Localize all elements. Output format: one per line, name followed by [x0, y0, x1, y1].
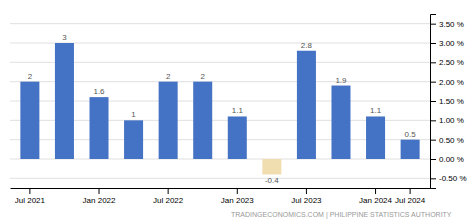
x-tick: Jul 2024	[395, 188, 426, 205]
y-tick-mark	[430, 101, 436, 102]
y-tick-mark	[430, 43, 436, 44]
y-tick: 1.00 %	[430, 116, 464, 125]
x-axis-line	[11, 188, 431, 189]
x-tick-label: Jan 2022	[83, 196, 116, 205]
x-tick-mark	[375, 188, 376, 194]
bar	[20, 82, 39, 159]
y-axis-line	[431, 15, 437, 189]
x-tick: Jul 2021	[15, 188, 46, 205]
plot-area: 2 3 1.6 1 2 2 1.1 -0.4 2.8 1.9 1.1 0.5 Jul 2021 Jan 2…	[10, 15, 467, 205]
y-tick: 3.50 %	[430, 20, 464, 29]
x-tick-label: Jul 2021	[15, 196, 46, 205]
bar	[331, 86, 350, 159]
x-tick-label: Jan 2024	[359, 196, 392, 205]
y-tick-label: 0.50 %	[439, 136, 464, 145]
grid-line	[10, 178, 430, 179]
x-tick-mark	[29, 188, 30, 194]
data-label: 1.1	[232, 106, 244, 115]
x-tick-mark	[410, 188, 411, 194]
x-tick: Jan 2023	[221, 188, 254, 205]
x-tick-mark	[99, 188, 100, 194]
x-axis: Jul 2021 Jan 2022 Jul 2022 Jan 2023 Jul 2023…	[11, 188, 431, 205]
y-tick-mark	[430, 62, 436, 63]
bar	[262, 159, 281, 174]
y-tick-label: 3.50 %	[439, 20, 464, 29]
x-tick-mark	[306, 188, 307, 194]
grid	[10, 24, 430, 179]
data-label: 1.6	[93, 87, 105, 96]
x-tick: Jan 2022	[83, 188, 116, 205]
y-tick: 0.00 %	[430, 155, 464, 164]
bar	[228, 116, 247, 159]
y-tick: 0.50 %	[430, 136, 464, 145]
bar	[55, 43, 74, 159]
bar	[124, 120, 143, 159]
y-tick-label: 0.00 %	[439, 155, 464, 164]
chart: 2 3 1.6 1 2 2 1.1 -0.4 2.8 1.9 1.1 0.5 Jul 2021 Jan 2…	[0, 0, 474, 220]
x-tick-label: Jul 2023	[291, 196, 322, 205]
y-tick-label: 1.50 %	[439, 97, 464, 106]
y-tick-label: 3.00 %	[439, 39, 464, 48]
y-tick-label: 2.00 %	[439, 78, 464, 87]
y-tick-mark	[430, 178, 436, 179]
x-tick: Jan 2024	[359, 188, 392, 205]
y-tick: -0.50 %	[430, 174, 467, 183]
x-tick-mark	[168, 188, 169, 194]
grid-line	[10, 23, 430, 24]
y-tick-label: 2.50 %	[439, 58, 464, 67]
y-axis: -0.50 % 0.00 % 0.50 % 1.00 % 1.50 % 2.00 % 2.5…	[430, 15, 467, 189]
data-labels: 2 3 1.6 1 2 2 1.1 -0.4 2.8 1.9 1.1 0.5	[28, 33, 417, 185]
bar	[159, 82, 178, 159]
data-label: 3	[62, 33, 67, 42]
x-tick-label: Jan 2023	[221, 196, 254, 205]
bar	[297, 51, 316, 159]
x-tick-label: Jul 2024	[395, 196, 426, 205]
y-tick: 2.00 %	[430, 78, 464, 87]
y-tick: 3.00 %	[430, 39, 464, 48]
y-tick-mark	[430, 82, 436, 83]
annotation: TRADINGECONOMICS.COM | PHILIPPINE STATIS…	[231, 211, 452, 219]
data-label: 2	[28, 72, 33, 81]
data-label: 2	[166, 72, 171, 81]
x-tick-mark	[237, 188, 238, 194]
data-label: 1.9	[335, 76, 347, 85]
y-tick-mark	[430, 120, 436, 121]
data-label: 2.8	[301, 41, 313, 50]
y-tick-mark	[430, 159, 436, 160]
y-tick-label: -0.50 %	[439, 174, 467, 183]
bars	[20, 43, 419, 174]
y-tick-mark	[430, 24, 436, 25]
data-label: -0.4	[265, 176, 279, 185]
x-tick: Jul 2023	[291, 188, 322, 205]
data-label: 1.1	[370, 106, 382, 115]
bar	[193, 82, 212, 159]
bar	[401, 140, 420, 159]
x-tick-label: Jul 2022	[153, 196, 184, 205]
y-tick: 1.50 %	[430, 97, 464, 106]
y-tick-mark	[430, 140, 436, 141]
bar	[90, 97, 109, 159]
data-label: 0.5	[405, 130, 417, 139]
bar	[366, 116, 385, 159]
y-tick-label: 1.00 %	[439, 116, 464, 125]
data-label: 2	[200, 72, 205, 81]
y-tick: 2.50 %	[430, 58, 464, 67]
x-tick: Jul 2022	[153, 188, 184, 205]
data-label: 1	[131, 110, 136, 119]
